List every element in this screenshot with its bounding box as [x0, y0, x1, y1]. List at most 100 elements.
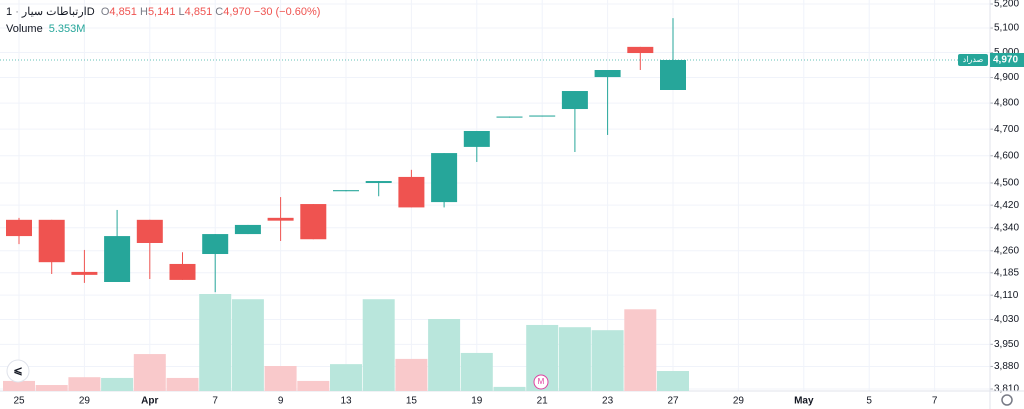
candle-body: [38, 219, 65, 263]
volume-value: 5.353M: [48, 23, 86, 35]
candle-body: [202, 234, 229, 255]
candle-body: [71, 271, 98, 275]
last-price-box: [990, 52, 1024, 67]
legend-header: ارتباطات سیار · 1D O4,851 H5,141 L4,851 …: [6, 5, 320, 20]
close-label: C: [215, 6, 224, 18]
y-tick-label: 4,185: [994, 267, 1019, 278]
y-tick-label: 4,800: [994, 98, 1019, 109]
change-value: −30 (−0.60%): [253, 6, 321, 18]
x-tick-label: 23: [602, 396, 614, 407]
volume-bar: [166, 377, 199, 391]
event-marker-label: M: [538, 377, 545, 386]
x-tick-label: 21: [537, 396, 549, 407]
y-tick-label: 4,260: [994, 245, 1019, 256]
candle-body: [300, 204, 327, 240]
candle-body: [660, 59, 686, 90]
logo[interactable]: [6, 359, 30, 383]
open-label: O: [100, 6, 110, 18]
candle-body: [398, 176, 425, 208]
candle-body: [463, 130, 490, 147]
volume-bar: [591, 330, 624, 391]
event-marker: [533, 374, 549, 390]
settings-button[interactable]: [1001, 394, 1013, 406]
candle-body: [431, 153, 458, 203]
open-value: 4,851: [109, 6, 137, 18]
x-tick-label: 5: [866, 396, 872, 407]
candle-body: [136, 219, 163, 243]
x-tick-label: 15: [406, 396, 418, 407]
volume-bar: [460, 352, 493, 391]
y-tick-label: 5,200: [994, 0, 1019, 10]
y-tick-label: 4,900: [994, 72, 1019, 83]
interval: 1D: [6, 6, 95, 18]
high-value: 5,141: [147, 6, 176, 18]
y-tick-label: 4,030: [994, 314, 1019, 325]
close-value: 4,970: [223, 6, 251, 18]
volume-bar: [624, 309, 657, 391]
volume-bar: [657, 371, 689, 391]
candle-body: [496, 116, 523, 118]
y-tick-label: 3,810: [994, 384, 1019, 395]
x-tick-label: 19: [471, 396, 483, 407]
high-label: H: [139, 6, 148, 18]
x-tick-label: Apr: [141, 396, 158, 407]
last-price-tag: صدراد: [963, 55, 984, 64]
volume-bar: [133, 354, 166, 391]
y-tick-label: 4,110: [994, 290, 1019, 301]
separator: ·: [15, 6, 19, 18]
candle-body: [333, 190, 359, 192]
candle-body: [594, 70, 621, 78]
volume-bar: [199, 294, 232, 391]
volume-bar: [35, 385, 68, 391]
x-tick-label: 27: [667, 396, 679, 407]
candle-body: [627, 46, 654, 54]
volume-legend: Volume 5.353M: [6, 23, 85, 35]
low-label: L: [178, 6, 185, 18]
x-tick-label: 7: [212, 396, 218, 407]
y-tick-label: 3,880: [994, 361, 1019, 372]
candle-body: [365, 181, 392, 183]
x-tick-label: 9: [278, 396, 284, 407]
volume-bar: [395, 358, 428, 391]
candle-body: [529, 115, 556, 117]
volume-bar: [362, 299, 395, 391]
low-value: 4,851: [184, 6, 213, 18]
volume-bar: [558, 327, 591, 391]
volume-bar: [68, 377, 101, 391]
logo-mark: ⩽: [13, 365, 22, 377]
candle-body: [267, 217, 294, 221]
candle-body: [234, 224, 261, 235]
x-tick-label: 29: [733, 396, 745, 407]
candle-body: [6, 219, 32, 237]
candle-body: [104, 236, 131, 282]
y-tick-label: 4,420: [994, 200, 1019, 211]
symbol: ارتباطات سیار: [21, 6, 87, 18]
volume-bar: [297, 380, 330, 391]
candle-body: [561, 91, 588, 110]
volume-bar: [330, 364, 362, 391]
x-tick-label: 7: [932, 396, 938, 407]
volume-label: Volume: [6, 23, 43, 35]
y-tick-label: 4,600: [994, 150, 1019, 161]
volume-bar: [3, 380, 35, 391]
x-tick-label: 25: [13, 396, 25, 407]
y-tick-label: 4,700: [994, 124, 1019, 135]
y-tick-label: 4,340: [994, 222, 1019, 233]
x-tick-label: May: [794, 396, 814, 407]
volume-bar: [428, 318, 461, 391]
candle-body: [169, 263, 196, 280]
last-price-label: 4,970: [993, 55, 1018, 66]
volume-bar: [264, 366, 297, 391]
y-tick-label: 5,100: [994, 23, 1019, 34]
volume-bar: [101, 377, 134, 391]
volume-bar: [493, 386, 526, 391]
y-tick-label: 3,950: [994, 339, 1019, 350]
x-tick-label: 29: [79, 396, 91, 407]
volume-bar: [231, 299, 264, 391]
y-tick-label: 5,000: [994, 47, 1019, 58]
x-tick-label: 13: [340, 396, 352, 407]
last-price-tag-box: [958, 53, 988, 66]
y-tick-label: 4,500: [994, 178, 1019, 189]
